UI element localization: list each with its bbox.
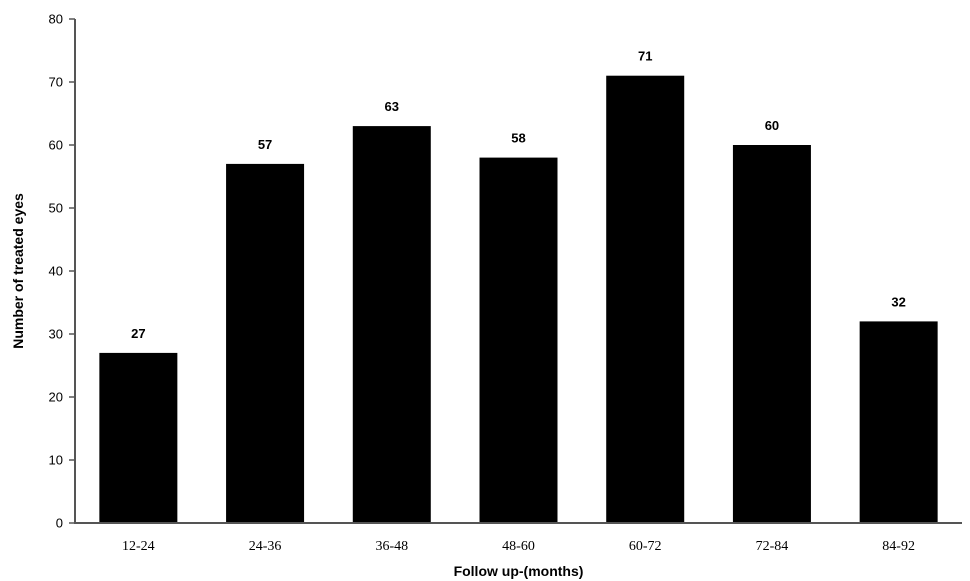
y-tick-label: 70 <box>49 75 63 90</box>
x-tick-label: 36-48 <box>375 539 408 554</box>
x-tick-label: 12-24 <box>122 539 155 554</box>
x-tick-label: 60-72 <box>629 539 662 554</box>
bar-48-60 <box>479 157 558 523</box>
y-axis-title: Number of treated eyes <box>10 193 26 349</box>
bar-data-label: 32 <box>891 294 905 309</box>
bar-data-label: 57 <box>258 137 272 152</box>
bar-data-labels: 27 57 63 58 71 60 32 <box>131 49 906 341</box>
x-tick-label: 48-60 <box>502 539 535 554</box>
bar-series <box>99 75 938 523</box>
y-tick-label: 20 <box>49 390 63 405</box>
y-tick-label: 80 <box>49 12 63 27</box>
y-tick-label: 10 <box>49 453 63 468</box>
x-tick-label: 84-92 <box>882 539 915 554</box>
x-tick-label: 24-36 <box>249 539 282 554</box>
y-axis-ticks: 0 10 20 30 40 50 60 70 80 <box>49 12 75 531</box>
x-tick-label: 72-84 <box>756 539 789 554</box>
y-tick-label: 40 <box>49 264 63 279</box>
y-tick-label: 0 <box>56 516 63 531</box>
x-axis-title: Follow up-(months) <box>454 563 584 579</box>
bar-84-92 <box>859 321 938 523</box>
bar-data-label: 63 <box>385 99 399 114</box>
bar-36-48 <box>352 126 431 523</box>
y-tick-label: 60 <box>49 138 63 153</box>
x-axis-ticks: 12-24 24-36 36-48 48-60 60-72 72-84 84-92 <box>122 539 915 554</box>
bar-data-label: 71 <box>638 49 652 64</box>
y-tick-label: 30 <box>49 327 63 342</box>
bar-60-72 <box>606 75 685 523</box>
y-tick-label: 50 <box>49 201 63 216</box>
bar-data-label: 27 <box>131 326 145 341</box>
bar-72-84 <box>732 145 811 523</box>
bar-24-36 <box>226 163 305 523</box>
bar-data-label: 60 <box>765 118 779 133</box>
bar-data-label: 58 <box>511 131 525 146</box>
bar-12-24 <box>99 352 178 523</box>
